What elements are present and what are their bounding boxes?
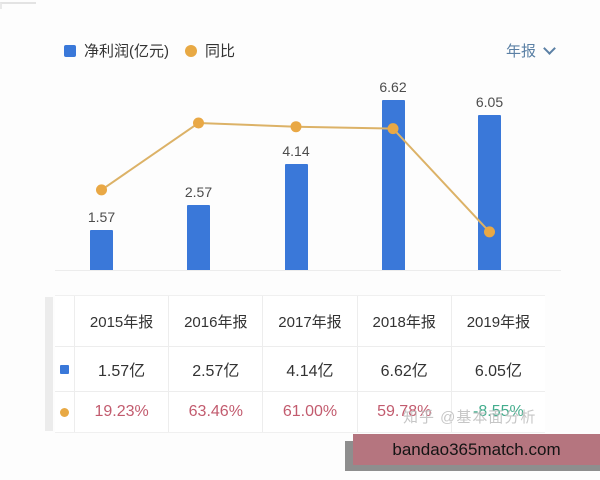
bar-value-label: 6.62: [379, 79, 407, 96]
net-profit-row-swatch-icon: [60, 364, 69, 374]
bar-value-label: 2.57: [184, 183, 213, 200]
yoy-data-point-2015年报: [96, 184, 107, 196]
net-profit-bar-2018年报: [381, 100, 405, 271]
table-header-cell: 2018年报: [356, 296, 451, 346]
net-profit-bar-2017年报: [284, 164, 308, 271]
yoy-row-dot-icon: [60, 407, 69, 417]
financials-table: 2015年报 2016年报 2017年报 2018年报 2019年报 1.57亿 2.57亿…: [55, 295, 545, 433]
yoy-data-point-2017年报: [290, 121, 302, 133]
yoy-percent-cell: -8.55%: [450, 391, 545, 432]
net-profit-value-cell: 2.57亿: [168, 346, 263, 391]
net-profit-value-cell: 6.62亿: [356, 346, 451, 391]
table-corner-cell: [55, 296, 74, 346]
ad-banner: bandao365match.com: [353, 434, 600, 465]
net-profit-value-cell: 6.05亿: [450, 346, 545, 391]
yoy-legend-label: 同比: [205, 43, 236, 60]
yoy-percent-cell: 19.23%: [74, 391, 169, 432]
yoy-legend-dot-icon: [185, 44, 197, 57]
table-header-cell: 2019年报: [450, 296, 545, 346]
x-axis-baseline: [55, 270, 561, 271]
net-profit-bar-2019年报: [478, 114, 501, 271]
net-profit-legend-swatch-icon: [64, 44, 76, 57]
table-header-cell: 2015年报: [74, 296, 169, 346]
period-selector[interactable]: 年报: [506, 40, 556, 61]
bar-value-label: 6.05: [475, 93, 504, 110]
yoy-percent-cell: 61.00%: [262, 391, 357, 432]
period-selector-label: 年报: [506, 43, 537, 60]
net-profit-value-cell: 1.57亿: [74, 346, 169, 391]
watermark: 知乎 @基本面分析: [403, 409, 537, 426]
net-profit-bar-2015年报: [90, 230, 113, 271]
bar-value-label: 4.14: [282, 143, 310, 160]
yoy-data-point-2016年报: [193, 117, 204, 129]
table-legend-cell: [55, 391, 74, 432]
net-profit-legend-label: 净利润(亿元): [84, 43, 169, 60]
yoy-percent-cell: 59.78%: [356, 391, 451, 432]
screenshot-edge-artifact: [45, 297, 53, 431]
table-header-cell: 2016年报: [168, 296, 263, 346]
net-profit-bar-2016年报: [187, 204, 210, 271]
chart-legend: 净利润(亿元) 同比: [64, 40, 235, 61]
screenshot-corner-artifact: [0, 2, 36, 9]
table-legend-cell: [55, 346, 74, 391]
yoy-percent-cell: 63.46%: [168, 391, 263, 432]
bar-value-label: 1.57: [87, 209, 116, 226]
table-header-cell: 2017年报: [262, 296, 357, 346]
net-profit-value-cell: 4.14亿: [262, 346, 357, 391]
chevron-down-icon: [543, 42, 556, 55]
